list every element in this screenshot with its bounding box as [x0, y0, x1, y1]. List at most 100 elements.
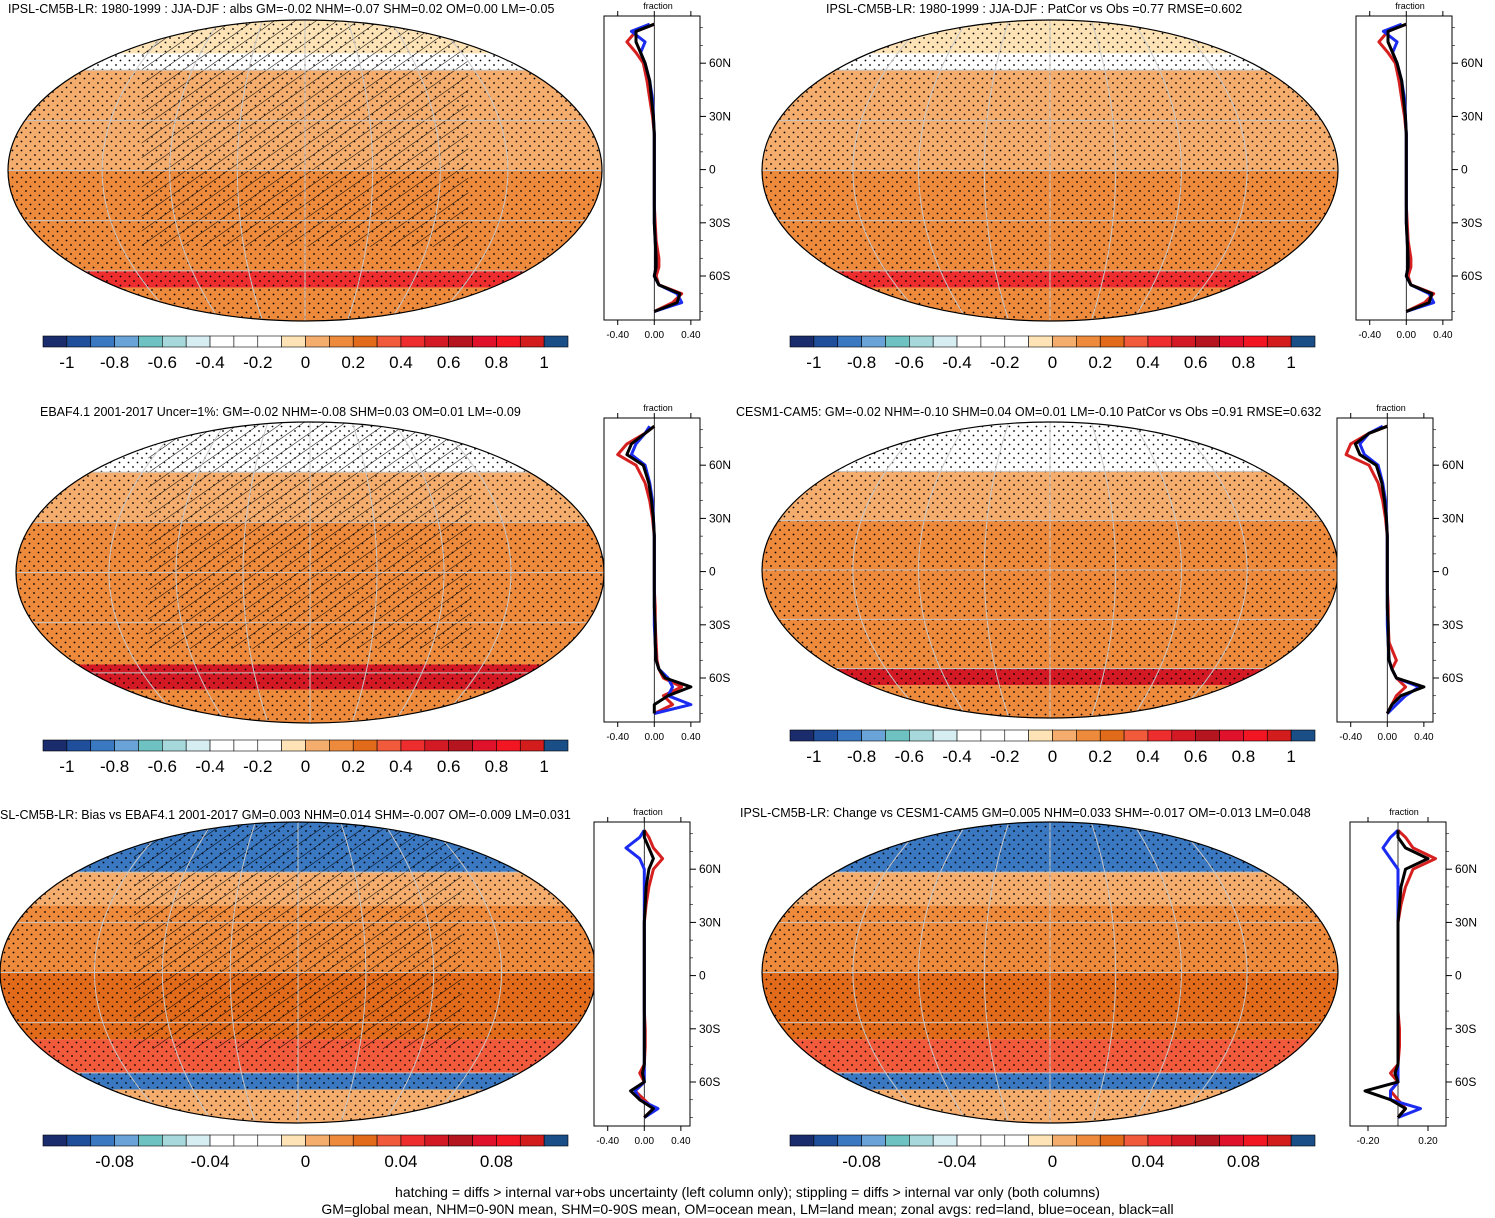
zonal-line-all [625, 425, 693, 714]
zonal-ytick-label: 30S [1442, 618, 1463, 632]
colorbar-cell [90, 335, 115, 348]
panel-title-p3: EBAF4.1 2001-2017 Uncer=1%: GM=-0.02 NHM… [40, 405, 521, 419]
colorbar-cell [543, 1134, 569, 1147]
colorbar-cell [789, 1134, 815, 1147]
zonal-xtick-label: -0.40 [606, 732, 629, 743]
zonal-ytick-label: 0 [1455, 969, 1462, 983]
colorbar-tick-label: -0.6 [148, 353, 177, 372]
graticule-lon [389, 20, 441, 321]
colorbar-cell [1243, 335, 1268, 348]
colorbar-tick-label: 0.6 [437, 353, 461, 372]
colorbar-tick-label: 0.08 [480, 1152, 513, 1171]
colorbar-cell [1266, 1134, 1292, 1147]
colorbar-cell [472, 739, 497, 752]
graticule-lon [161, 822, 214, 1123]
graticule-lon [1090, 822, 1117, 1123]
colorbar-cell [209, 1134, 235, 1147]
colorbar-tick-label: -1 [806, 353, 821, 372]
colorbar-tick-label: 1 [1286, 353, 1295, 372]
graticule-lon [382, 822, 435, 1123]
colorbar-cell [1243, 729, 1268, 742]
zonal-ytick-label: 60S [1461, 269, 1482, 283]
colorbar-p6: -0.08 -0.04 0 0.04 0.08 [789, 1134, 1316, 1171]
colorbar-cell [496, 335, 521, 348]
zonal-xlabel: fraction [1395, 1, 1425, 11]
panel-title-p6: IPSL-CM5B-LR: Change vs CESM1-CAM5 GM=0.… [740, 806, 1311, 820]
zonal-line-all [1386, 22, 1434, 313]
zonal-xtick-label: -0.40 [606, 330, 629, 341]
colorbar-cell [400, 739, 426, 752]
zonal-xtick-label: 0.00 [645, 732, 665, 743]
graticule-lon [393, 422, 445, 723]
colorbar-cell [376, 739, 402, 752]
zonal-xtick-label: -0.40 [596, 1136, 619, 1147]
map-p1 [7, 19, 603, 322]
colorbar-cell [1147, 729, 1173, 742]
zonal-xtick-label: 0.40 [671, 1136, 691, 1147]
zonal-ytick-label: 60S [699, 1075, 720, 1089]
colorbar-p1: -1 -0.8 -0.6 -0.4 -0.2 0 0.2 0.4 0.6 0.8 1 [42, 335, 569, 372]
zonal-line-all [634, 22, 682, 313]
colorbar-tick-label: 0.4 [1136, 747, 1160, 766]
colorbar-tick-label: -0.4 [942, 747, 971, 766]
colorbar-tick-label: 0 [301, 353, 310, 372]
zonal-xtick-label: 0.00 [635, 1136, 655, 1147]
colorbar-tick-label: -0.2 [990, 353, 1019, 372]
colorbar-cell [543, 739, 569, 752]
graticule-lon [346, 20, 374, 321]
colorbar-tick-label: -0.6 [895, 353, 924, 372]
graticule-lon [983, 422, 1010, 718]
graticule-lon [101, 20, 179, 321]
zonal-line-all [1353, 424, 1426, 715]
colorbar-cell [1147, 335, 1173, 348]
colorbar-cell [789, 335, 815, 348]
map-outline-p1 [7, 19, 603, 322]
colorbar-cell [885, 1134, 910, 1147]
colorbar-tick-label: 0.4 [389, 353, 413, 372]
colorbar-cell [162, 1134, 187, 1147]
zonal-ytick-label: 30N [1461, 109, 1483, 123]
colorbar-cell [1243, 1134, 1268, 1147]
graticule-lon [1131, 822, 1182, 1123]
zonal-ytick-label: 30S [1461, 216, 1482, 230]
colorbar-cell [837, 729, 862, 742]
colorbar-cell [162, 739, 187, 752]
zonal-xtick-label: -0.20 [1357, 1136, 1380, 1147]
colorbar-cell [1219, 729, 1244, 742]
zonal-plot-p4: 60N 30N 0 30S 60S -0.40 0.00 0.40 fraction [1336, 403, 1464, 743]
colorbar-cell [400, 335, 426, 348]
colorbar-cell [376, 335, 402, 348]
colorbar-tick-label: -0.4 [942, 353, 971, 372]
colorbar-tick-label: -0.2 [243, 353, 272, 372]
zonal-ytick-label: 30N [709, 511, 731, 525]
zonal-plot-p1: 60N 30N 0 30S 60S -0.40 0.00 0.40 fraction [603, 1, 731, 341]
zonal-ytick-label: 60S [709, 671, 730, 685]
colorbar-cell [1290, 729, 1316, 742]
colorbar-cell [257, 739, 282, 752]
colorbar-cell [1052, 729, 1077, 742]
colorbar-tick-label: 0.6 [1184, 747, 1208, 766]
colorbar-cell [66, 1134, 92, 1147]
zonal-xtick-label: 0.00 [645, 330, 665, 341]
colorbar-tick-label: -0.8 [100, 757, 129, 776]
zonal-frame [603, 417, 701, 723]
colorbar-cell [448, 335, 473, 348]
zonal-xtick-label: 0.00 [1378, 732, 1398, 743]
graticule-lon [435, 422, 512, 723]
colorbar-tick-label: -0.6 [895, 747, 924, 766]
colorbar-cell [329, 1134, 354, 1147]
colorbar-cell [329, 739, 354, 752]
colorbar-cell [909, 335, 934, 348]
colorbar-cell [305, 1134, 330, 1147]
colorbar-cell [980, 335, 1006, 348]
colorbar-tick-label: 0.8 [485, 757, 509, 776]
zonal-xtick-label: 0.20 [1418, 1136, 1438, 1147]
colorbar-cell [257, 335, 282, 348]
colorbar-tick-label: 0.6 [1184, 353, 1208, 372]
colorbar-cell [956, 1134, 982, 1147]
graticule-lon [431, 20, 509, 321]
colorbar-cell [837, 335, 862, 348]
zonal-ytick-label: 60N [1455, 862, 1477, 876]
colorbar-cell [1004, 335, 1029, 348]
colorbar-cell [837, 1134, 862, 1147]
